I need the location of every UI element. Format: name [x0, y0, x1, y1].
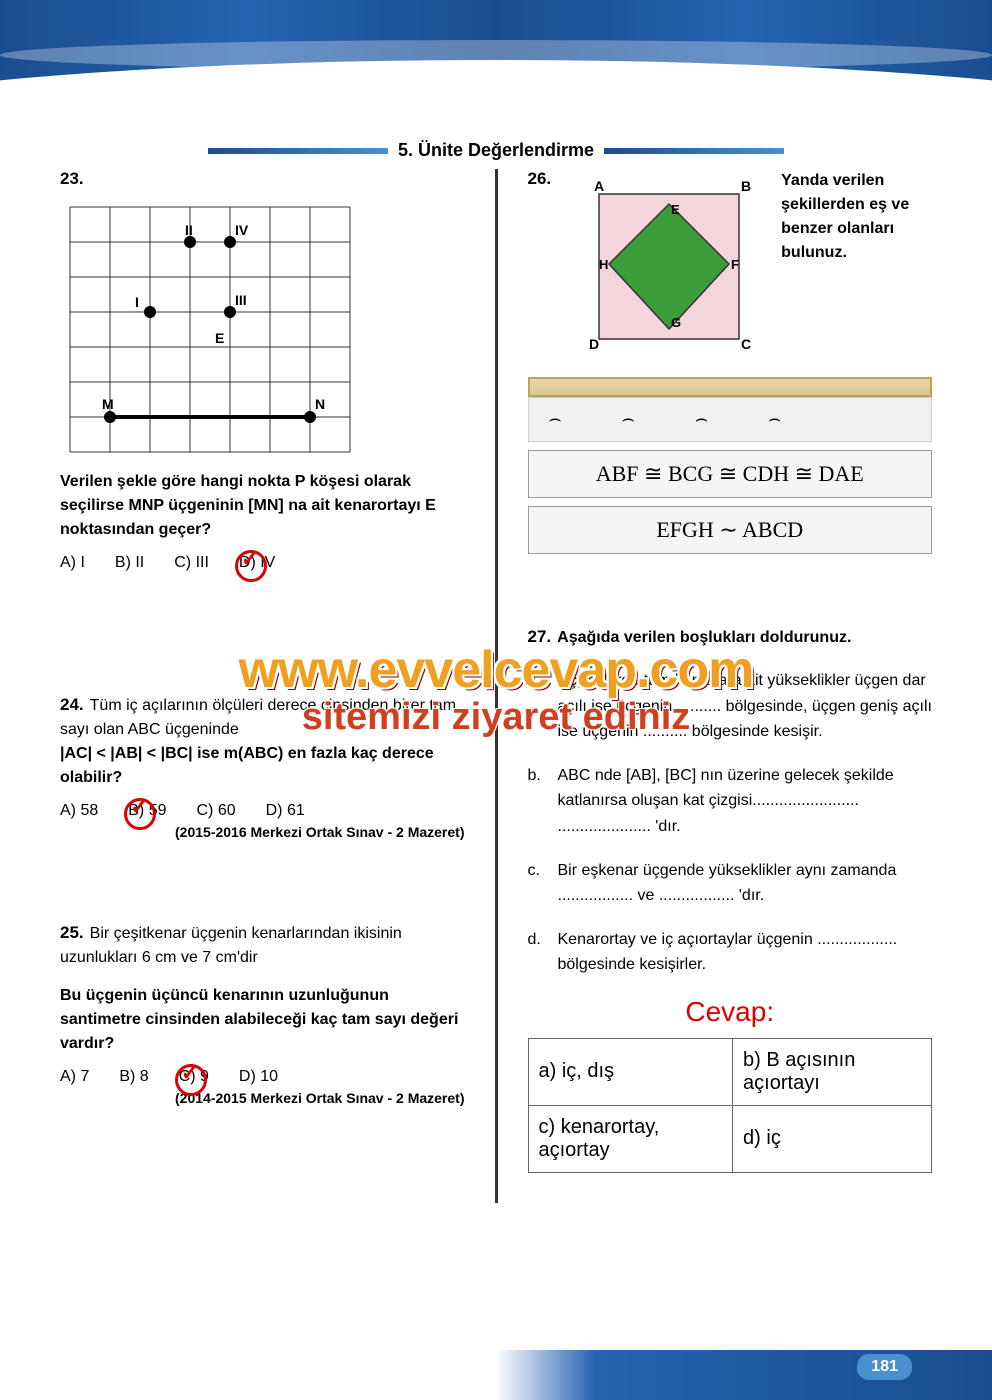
q24-opt-b[interactable]: B) 59: [128, 802, 166, 820]
q26-figure: A B C D E F G H: [569, 169, 769, 369]
q23-opt-a[interactable]: A) I: [60, 554, 85, 572]
q23-number: 23.: [60, 169, 84, 189]
column-divider: [495, 169, 498, 1203]
q24-opt-a[interactable]: A) 58: [60, 802, 98, 820]
unit-title: 5. Ünite Değerlendirme: [0, 140, 992, 161]
q27-answer-table: a) iç, dışb) B açısının açıortayı c) ken…: [528, 1038, 933, 1173]
q25-opt-c[interactable]: C) 9: [179, 1068, 209, 1086]
q26-divider-bar: [528, 377, 933, 397]
footer-wave: [0, 1350, 992, 1400]
q23-opt-d[interactable]: D) IV: [239, 554, 275, 572]
q24-opt-c[interactable]: C) 60: [197, 802, 236, 820]
q25-opt-d[interactable]: D) 10: [239, 1068, 278, 1086]
svg-text:III: III: [235, 292, 247, 308]
svg-text:A: A: [594, 178, 604, 194]
svg-text:E: E: [215, 330, 224, 346]
left-column: 23. II IV I III E M N: [60, 169, 465, 1203]
q26-number: 26.: [528, 169, 552, 369]
q24-text2: |AC| < |AB| < |BC| ise m(ABC) en fazla k…: [60, 742, 465, 790]
q23-text: Verilen şekle göre hangi nokta P köşesi …: [60, 470, 465, 542]
svg-text:F: F: [731, 257, 739, 272]
q24-opt-d[interactable]: D) 61: [266, 802, 305, 820]
q25-options: A) 7 B) 8 C) 9 D) 10: [60, 1068, 465, 1086]
hat-icon: ⌢: [549, 408, 562, 431]
svg-text:II: II: [185, 222, 193, 238]
question-23: 23. II IV I III E M N: [60, 169, 465, 572]
svg-text:C: C: [741, 336, 751, 352]
q24-text1: Tüm iç açılarının ölçüleri derece cinsin…: [60, 697, 456, 738]
q25-text2: Bu üçgenin üçüncü kenarının uzunluğunun …: [60, 984, 465, 1056]
q27-item-a: a.Üçgenlerde tüm kenarlara ait yükseklik…: [528, 668, 933, 745]
cevap-label: Cevap:: [528, 996, 933, 1028]
q25-number: 25.: [60, 920, 84, 946]
svg-text:I: I: [135, 294, 139, 310]
q27-item-b: b.ABC nde [AB], [BC] nın üzerine gelecek…: [528, 763, 933, 840]
q25-source: (2014-2015 Merkezi Ortak Sınav - 2 Mazer…: [60, 1090, 465, 1106]
q27-number: 27.: [528, 624, 552, 650]
ans-a: a) iç, dış: [528, 1038, 733, 1105]
svg-text:N: N: [315, 396, 325, 412]
svg-text:G: G: [671, 315, 681, 330]
q26-text: Yanda verilen şekillerden eş ve benzer o…: [781, 169, 921, 369]
q23-grid: II IV I III E M N: [60, 197, 360, 457]
svg-text:E: E: [671, 202, 680, 217]
q27-item-c: c.Bir eşkenar üçgende yükseklikler aynı …: [528, 858, 933, 909]
hat-icon: ⌢: [695, 408, 708, 431]
hat-icon: ⌢: [768, 408, 781, 431]
svg-text:IV: IV: [235, 222, 249, 238]
question-26: 26. A B C D E F G H Yanda verilen şekill…: [528, 169, 933, 554]
q25-opt-a[interactable]: A) 7: [60, 1068, 89, 1086]
question-24: 24.Tüm iç açılarının ölçüleri derece cin…: [60, 692, 465, 840]
q23-options: A) I B) II C) III D) IV: [60, 554, 465, 572]
main-content: 23. II IV I III E M N: [0, 169, 992, 1203]
ans-b: b) B açısının açıortayı: [733, 1038, 932, 1105]
q26-answer2: EFGH ∼ ABCD: [528, 506, 933, 554]
ans-c: c) kenarortay, açıortay: [528, 1105, 733, 1172]
q24-source: (2015-2016 Merkezi Ortak Sınav - 2 Mazer…: [60, 824, 465, 840]
right-column: 26. A B C D E F G H Yanda verilen şekill…: [528, 169, 933, 1203]
q23-opt-c[interactable]: C) III: [174, 554, 209, 572]
q27-text: Aşağıda verilen boşlukları doldurunuz.: [557, 629, 851, 646]
q25-text1: Bir çeşitkenar üçgenin kenarlarından iki…: [60, 925, 402, 966]
q26-answer1: ABF ≅ BCG ≅ CDH ≅ DAE: [528, 450, 933, 498]
svg-text:M: M: [102, 396, 114, 412]
ans-d: d) iç: [733, 1105, 932, 1172]
svg-text:H: H: [599, 257, 608, 272]
q23-opt-b[interactable]: B) II: [115, 554, 144, 572]
q24-number: 24.: [60, 692, 84, 718]
q27-item-d: d.Kenarortay ve iç açıortaylar üçgenin .…: [528, 927, 933, 978]
header-wave: [0, 0, 992, 140]
question-25: 25.Bir çeşitkenar üçgenin kenarlarından …: [60, 920, 465, 1106]
svg-text:D: D: [589, 336, 599, 352]
svg-text:B: B: [741, 178, 751, 194]
q25-opt-b[interactable]: B) 8: [119, 1068, 148, 1086]
q26-hats: ⌢ ⌢ ⌢ ⌢: [528, 397, 933, 442]
question-27: 27. Aşağıda verilen boşlukları doldurunuz…: [528, 624, 933, 1173]
hat-icon: ⌢: [622, 408, 635, 431]
q24-options: A) 58 B) 59 C) 60 D) 61: [60, 802, 465, 820]
page-number: 181: [857, 1354, 912, 1380]
